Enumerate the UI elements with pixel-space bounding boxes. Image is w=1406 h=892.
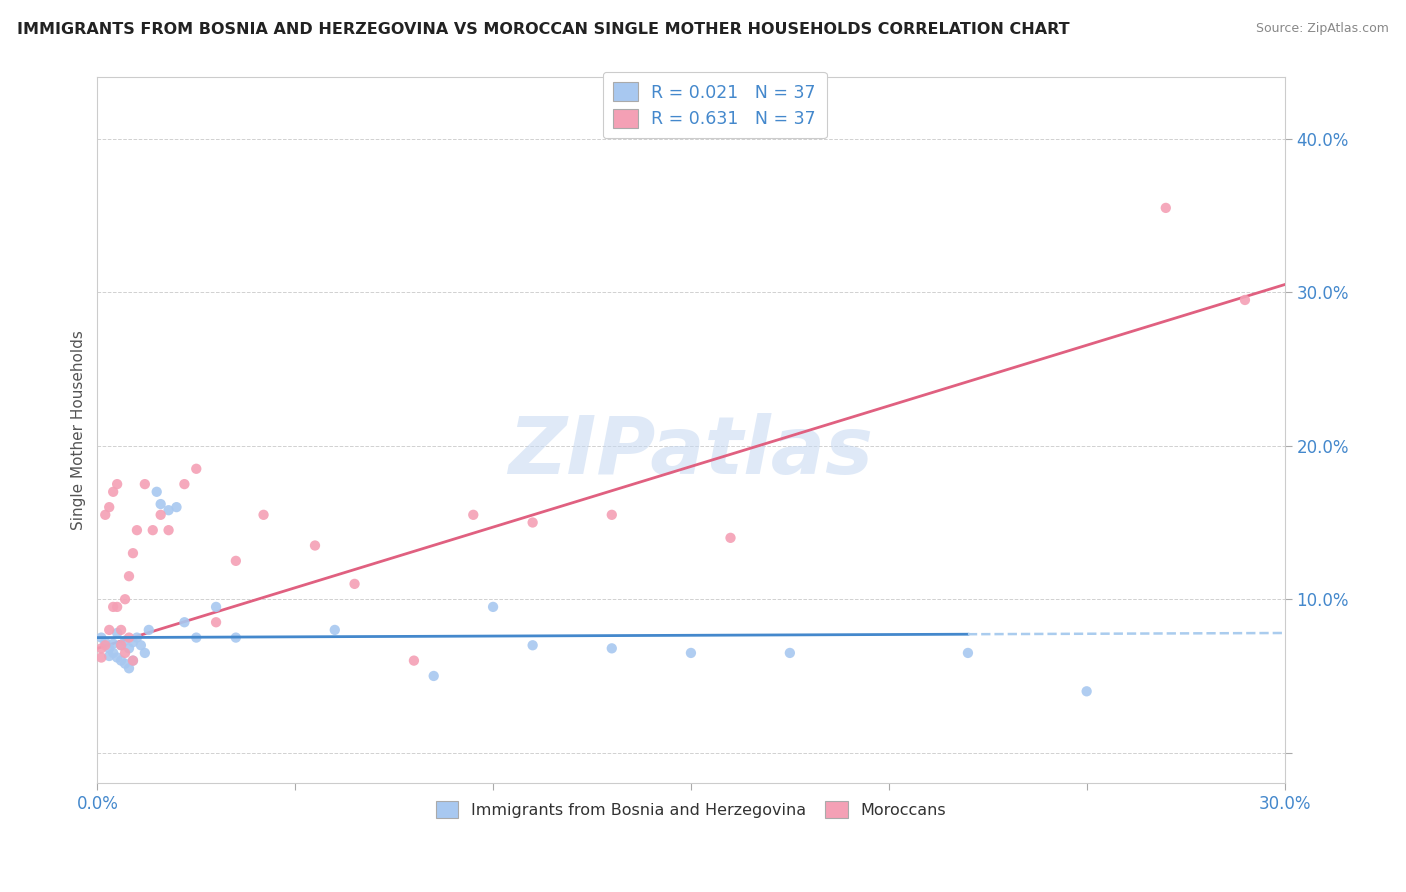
Point <box>118 569 141 583</box>
Point <box>90 641 112 656</box>
Point <box>94 508 117 522</box>
Point <box>98 500 121 515</box>
Point <box>1233 293 1256 307</box>
Point <box>105 650 128 665</box>
Point <box>98 641 121 656</box>
Point <box>125 523 148 537</box>
Point <box>145 484 167 499</box>
Point <box>186 462 208 476</box>
Point <box>118 641 141 656</box>
Point <box>105 626 128 640</box>
Point <box>142 523 165 537</box>
Point <box>90 650 112 665</box>
Point <box>343 577 366 591</box>
Point <box>101 646 124 660</box>
Point <box>98 648 121 663</box>
Point <box>138 623 160 637</box>
Text: IMMIGRANTS FROM BOSNIA AND HERZEGOVINA VS MOROCCAN SINGLE MOTHER HOUSEHOLDS CORR: IMMIGRANTS FROM BOSNIA AND HERZEGOVINA V… <box>17 22 1070 37</box>
Point <box>720 531 742 545</box>
Point <box>779 646 801 660</box>
Point <box>522 516 544 530</box>
Point <box>118 631 141 645</box>
Point <box>114 633 136 648</box>
Point <box>110 638 132 652</box>
Point <box>149 508 172 522</box>
Point <box>101 484 124 499</box>
Text: ZIPatlas: ZIPatlas <box>509 413 873 491</box>
Point <box>679 646 702 660</box>
Point <box>402 654 425 668</box>
Point <box>101 599 124 614</box>
Legend: Immigrants from Bosnia and Herzegovina, Moroccans: Immigrants from Bosnia and Herzegovina, … <box>429 795 952 825</box>
Point <box>110 654 132 668</box>
Point <box>157 523 180 537</box>
Point <box>600 508 623 522</box>
Point <box>205 615 228 630</box>
Point <box>122 654 145 668</box>
Point <box>134 646 156 660</box>
Point <box>600 641 623 656</box>
Point <box>304 539 326 553</box>
Point <box>173 615 195 630</box>
Point <box>157 503 180 517</box>
Point <box>522 638 544 652</box>
Point <box>105 599 128 614</box>
Point <box>186 631 208 645</box>
Point <box>90 631 112 645</box>
Point <box>422 669 444 683</box>
Point <box>482 599 505 614</box>
Point <box>118 661 141 675</box>
Point <box>125 631 148 645</box>
Point <box>110 638 132 652</box>
Point <box>1154 201 1177 215</box>
Point <box>956 646 979 660</box>
Point <box>173 477 195 491</box>
Point <box>134 477 156 491</box>
Point <box>129 638 152 652</box>
Point <box>252 508 274 522</box>
Point <box>114 646 136 660</box>
Point <box>225 631 247 645</box>
Text: Source: ZipAtlas.com: Source: ZipAtlas.com <box>1256 22 1389 36</box>
Point <box>122 654 145 668</box>
Point <box>114 592 136 607</box>
Point <box>105 477 128 491</box>
Point <box>110 623 132 637</box>
Point <box>225 554 247 568</box>
Y-axis label: Single Mother Households: Single Mother Households <box>72 330 86 531</box>
Point <box>463 508 485 522</box>
Point <box>166 500 188 515</box>
Point <box>94 635 117 649</box>
Point <box>1076 684 1098 698</box>
Point <box>205 599 228 614</box>
Point <box>94 638 117 652</box>
Point <box>101 637 124 651</box>
Point <box>98 623 121 637</box>
Point <box>114 657 136 671</box>
Point <box>122 546 145 560</box>
Point <box>323 623 346 637</box>
Point <box>122 635 145 649</box>
Point <box>149 497 172 511</box>
